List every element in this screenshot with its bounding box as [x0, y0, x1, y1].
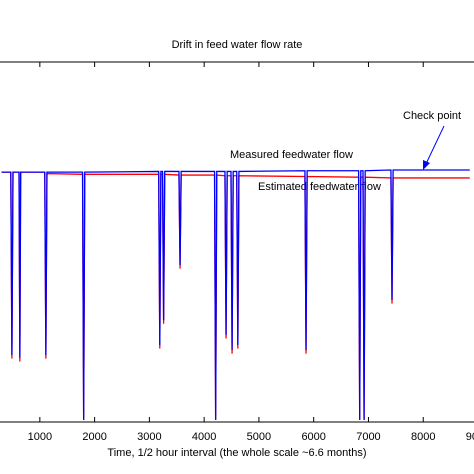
- x-tick-label: 6000: [301, 431, 325, 443]
- x-tick-label: 9000: [466, 431, 474, 443]
- series-line: [1, 169, 470, 420]
- arrow-head: [423, 160, 430, 170]
- annotation: Estimated feedwater flow: [258, 181, 381, 193]
- x-tick-label: 5000: [247, 431, 271, 443]
- chart-title: Drift in feed water flow rate: [172, 39, 303, 51]
- series-line: [1, 171, 470, 420]
- plot-frame: [0, 61, 474, 423]
- annotation-arrow: [424, 125, 445, 167]
- x-tick-label: 7000: [356, 431, 380, 443]
- x-tick-label: 3000: [137, 431, 161, 443]
- x-tick-label: 2000: [82, 431, 106, 443]
- annotation: Check point: [403, 110, 461, 122]
- x-axis-label: Time, 1/2 hour interval (the whole scale…: [107, 447, 366, 459]
- x-tick-label: 4000: [192, 431, 216, 443]
- x-tick-label: 8000: [411, 431, 435, 443]
- x-tick-label: 1000: [28, 431, 52, 443]
- annotation: Measured feedwater flow: [230, 149, 353, 161]
